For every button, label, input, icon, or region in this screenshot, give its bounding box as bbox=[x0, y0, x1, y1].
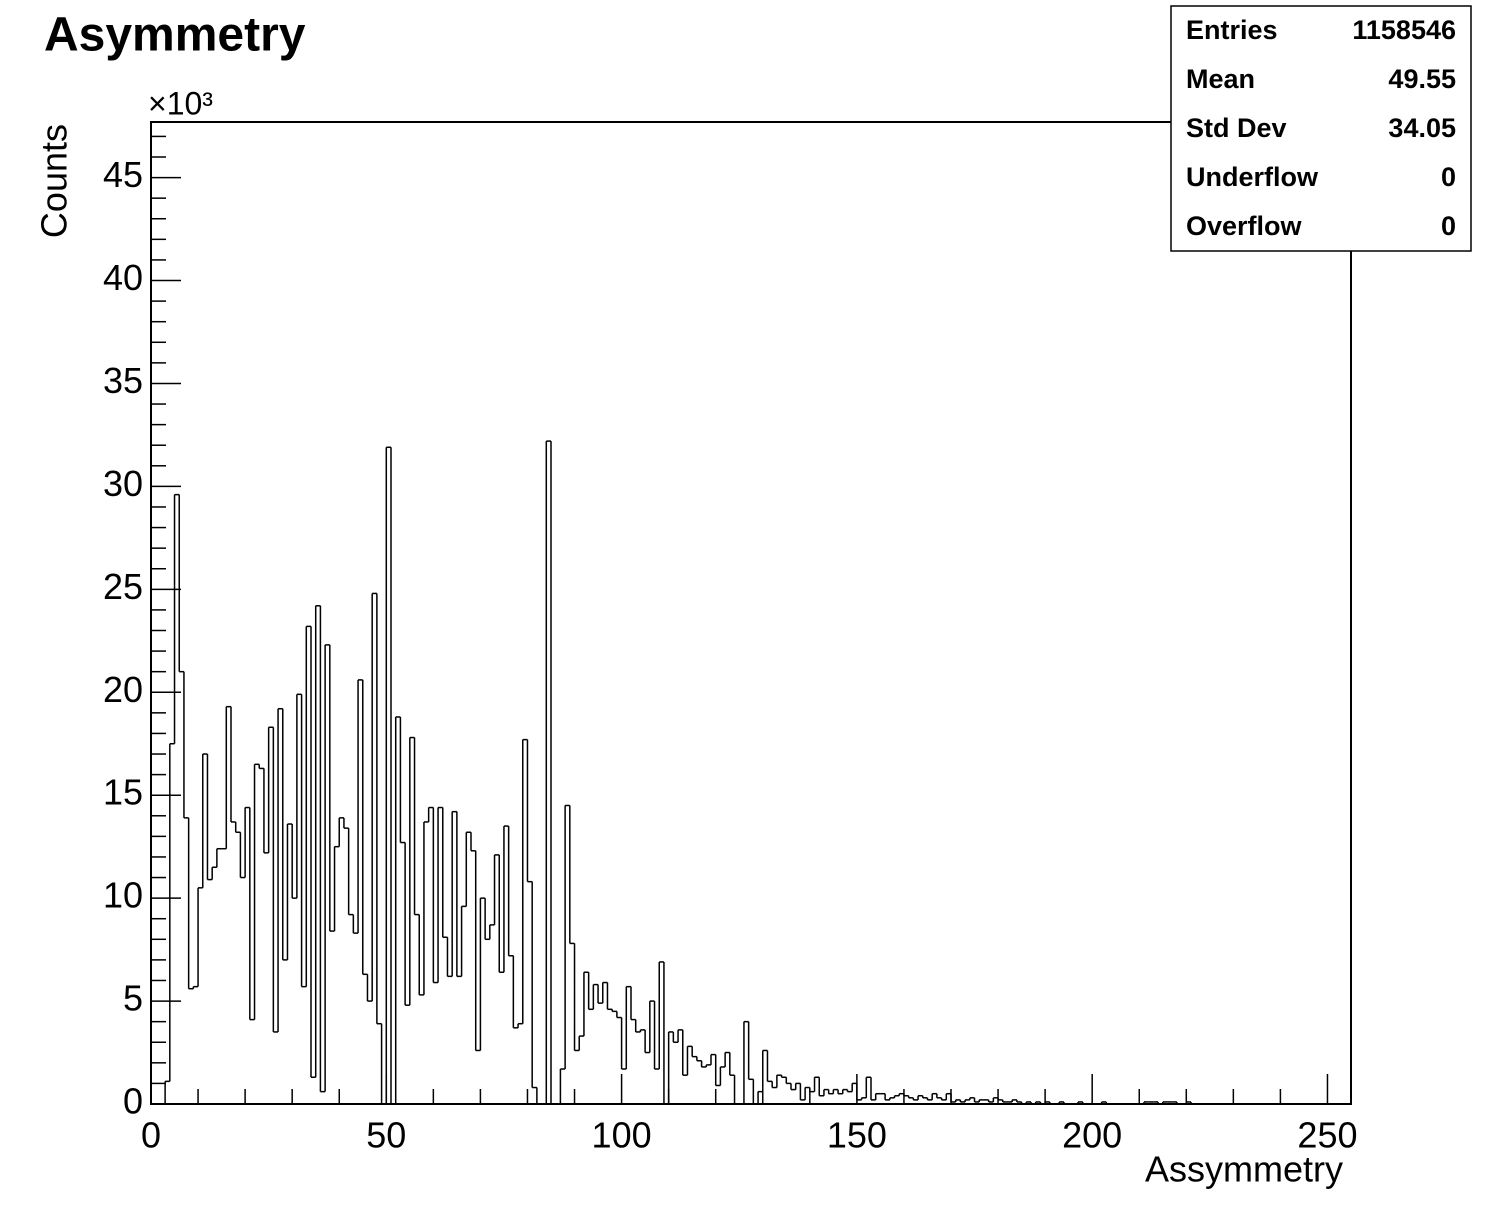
y-tick-label: 35 bbox=[103, 360, 143, 401]
stat-label: Underflow bbox=[1186, 162, 1319, 192]
y-axis-label: Counts bbox=[34, 124, 75, 238]
y-tick-label: 5 bbox=[123, 978, 143, 1019]
y-tick-label: 25 bbox=[103, 566, 143, 607]
histogram-steps bbox=[164, 441, 1192, 1104]
y-tick-label: 45 bbox=[103, 154, 143, 195]
y-multiplier: ×10³ bbox=[148, 85, 213, 121]
stat-label: Entries bbox=[1186, 15, 1278, 45]
stat-label: Overflow bbox=[1186, 211, 1303, 241]
y-tick-label: 30 bbox=[103, 463, 143, 504]
chart-title: Asymmetry bbox=[44, 9, 306, 62]
stats-border bbox=[1170, 5, 1472, 252]
y-tick-label: 20 bbox=[103, 669, 143, 710]
x-tick-label: 100 bbox=[592, 1115, 652, 1156]
x-tick-label: 0 bbox=[141, 1115, 161, 1156]
stat-value: 0 bbox=[1441, 211, 1456, 241]
x-tick-label: 150 bbox=[827, 1115, 887, 1156]
stat-value: 0 bbox=[1441, 162, 1456, 192]
y-tick-label: 40 bbox=[103, 257, 143, 298]
stat-value: 34.05 bbox=[1388, 113, 1456, 143]
stats-box: Entries 1158546 Mean 49.55 Std Dev 34.05 Under… bbox=[1170, 5, 1472, 252]
stat-label: Std Dev bbox=[1186, 113, 1287, 143]
frame bbox=[150, 121, 1352, 1105]
x-axis-label: Assymmetry bbox=[1145, 1149, 1343, 1190]
x-tick-label: 50 bbox=[366, 1115, 406, 1156]
y-tick-label: 15 bbox=[103, 772, 143, 813]
x-tick-label: 200 bbox=[1062, 1115, 1122, 1156]
stat-label: Mean bbox=[1186, 64, 1255, 94]
y-tick-label: 0 bbox=[123, 1081, 143, 1122]
stat-value: 49.55 bbox=[1388, 64, 1456, 94]
y-tick-label: 10 bbox=[103, 875, 143, 916]
stat-value: 1158546 bbox=[1352, 15, 1456, 45]
x-tick-label: 250 bbox=[1297, 1115, 1357, 1156]
